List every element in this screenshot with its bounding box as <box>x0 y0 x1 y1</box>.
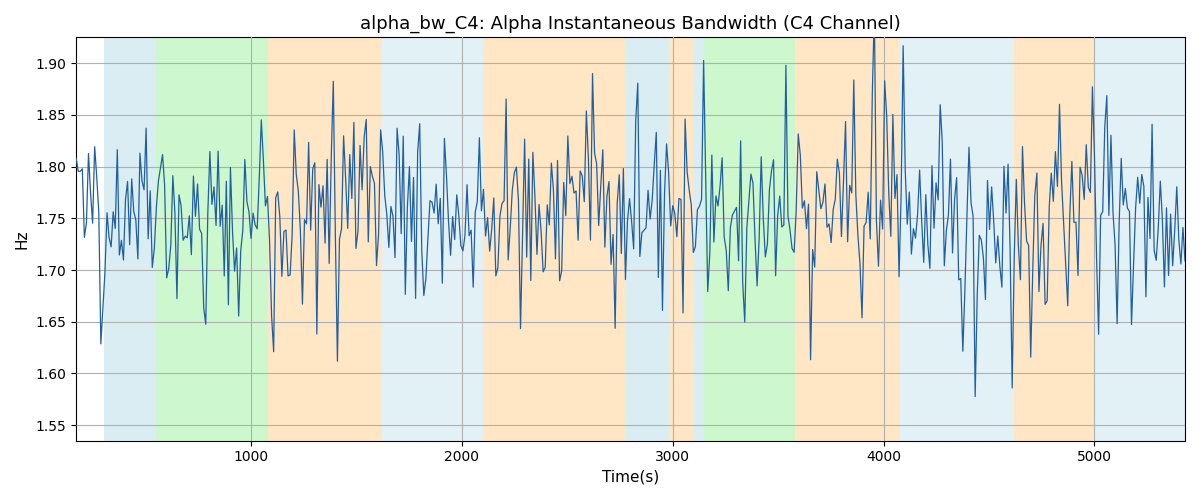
Bar <box>900 38 1014 440</box>
Title: alpha_bw_C4: Alpha Instantaneous Bandwidth (C4 Channel): alpha_bw_C4: Alpha Instantaneous Bandwid… <box>360 15 901 34</box>
Bar <box>694 38 704 440</box>
Bar <box>626 38 648 440</box>
Bar <box>103 38 156 440</box>
X-axis label: Time(s): Time(s) <box>602 470 659 485</box>
Bar <box>156 38 268 440</box>
Bar <box>704 38 796 440</box>
Bar <box>484 38 626 440</box>
Bar <box>1014 38 1094 440</box>
Bar <box>648 38 668 440</box>
Bar <box>668 38 694 440</box>
Bar <box>382 38 484 440</box>
Bar <box>1094 38 1184 440</box>
Bar <box>796 38 900 440</box>
Bar <box>268 38 382 440</box>
Y-axis label: Hz: Hz <box>14 230 30 249</box>
